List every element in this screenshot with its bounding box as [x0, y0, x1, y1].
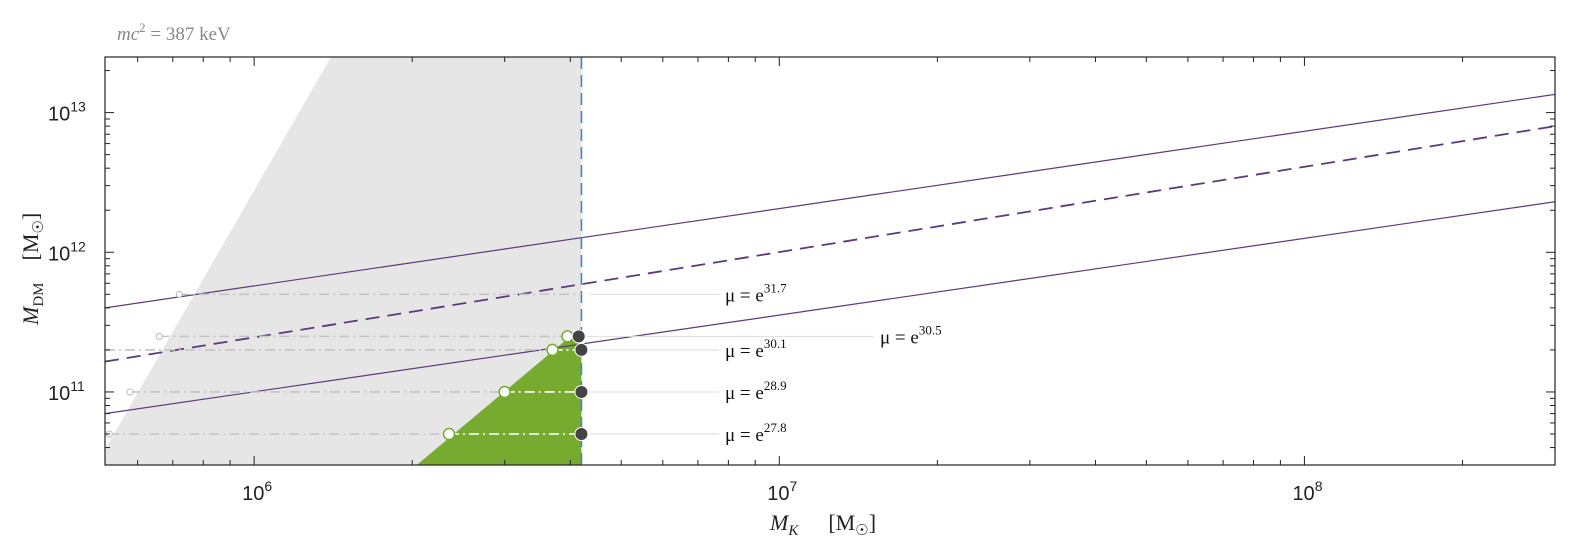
- mu-label-4: μ = e28.9: [725, 378, 787, 404]
- x-tick-label-1: 106: [242, 478, 272, 505]
- mu-open-gray-dot-4: [126, 388, 134, 396]
- mu-open-green-dot-3: [546, 343, 559, 357]
- mu-open-gray-dot-2: [155, 332, 163, 340]
- y-tick-label-1: 1011: [48, 378, 85, 405]
- excluded-region: [105, 57, 582, 465]
- mu-open-green-dot-4: [498, 385, 511, 399]
- mu-label-5: μ = e27.8: [725, 420, 787, 446]
- x-axis-label: MK [M☉]: [769, 510, 876, 539]
- mu-labels: μ = e31.7 μ = e30.5 μ = e30.1 μ = e28.9 μ = …: [725, 280, 942, 446]
- mu-markers: [105, 290, 589, 442]
- relation-line-1: [105, 93, 1555, 309]
- mu-filled-dot-3: [574, 342, 589, 357]
- mu-label-2: μ = e30.5: [880, 322, 942, 348]
- y-tick-label-2: 1012: [48, 238, 86, 265]
- mu-label-3: μ = e30.1: [725, 336, 787, 362]
- relation-line-3: [105, 201, 1555, 415]
- y-axis-label: MDM[M☉]: [18, 213, 47, 326]
- relation-line-2: [105, 125, 1555, 363]
- mu-filled-dot-5: [574, 427, 589, 442]
- axis-tick-labels: 106 107 108 1011 1012 1013: [48, 99, 1323, 505]
- mu-label-1: μ = e31.7: [725, 280, 787, 306]
- mu-open-gray-dot-1: [175, 290, 183, 298]
- mu-filled-dot-4: [574, 384, 589, 399]
- figure-caption: mc2 = 387 keV: [117, 20, 231, 45]
- allowed-region: [416, 333, 582, 465]
- mu-open-green-dot-5: [442, 427, 456, 441]
- plot-area: [105, 57, 1555, 465]
- unexcluded-left-region: [105, 57, 331, 465]
- mu-filled-dot-2: [571, 329, 586, 344]
- plot-frame: [104, 56, 1556, 466]
- x-tick-label-3: 108: [1292, 478, 1322, 505]
- axis-ticks: [105, 57, 1556, 466]
- y-tick-label-3: 1013: [48, 99, 86, 126]
- x-tick-label-2: 107: [767, 478, 797, 505]
- mu-open-green-dot-2: [561, 330, 574, 343]
